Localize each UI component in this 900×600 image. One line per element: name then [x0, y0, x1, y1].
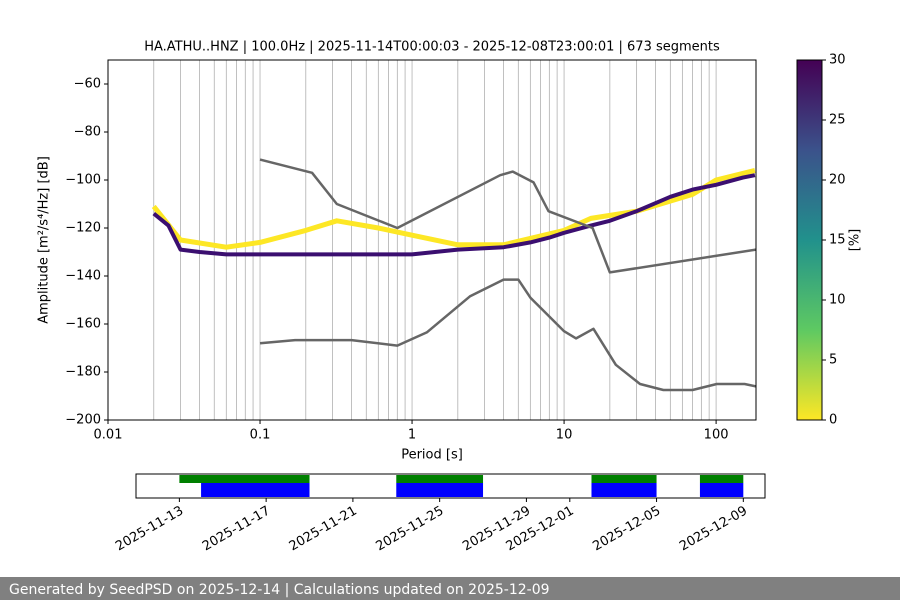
colorbar-tick-label: 0 [829, 413, 837, 428]
series-line [259, 278, 756, 392]
y-tick-label: −140 [65, 269, 101, 284]
availability-bar [396, 475, 484, 483]
x-tick-label: 2025-11-17 [200, 504, 273, 555]
colorbar-tick-label: 10 [829, 293, 846, 308]
x-tick-label: 1 [408, 428, 416, 443]
footer-bar [0, 577, 900, 600]
x-tick-label: 2025-11-21 [287, 504, 360, 555]
availability-bar [396, 483, 484, 497]
y-tick-label: −160 [65, 317, 101, 332]
availability-bar [591, 483, 657, 497]
footer: Generated by SeedPSD on 2025-12-14 | Cal… [9, 582, 550, 598]
availability-bar [201, 483, 310, 497]
colorbar [796, 59, 823, 421]
x-tick-label: 2025-11-25 [373, 504, 446, 555]
y-tick-label: −200 [65, 413, 101, 428]
colorbar-tick-label: 25 [829, 113, 846, 128]
availability-bar [591, 475, 657, 483]
x-tick-label: 2025-11-13 [113, 504, 186, 555]
plot-area [151, 158, 756, 392]
colorbar-label: [%] [848, 229, 863, 252]
colorbar-tick-label: 20 [829, 173, 846, 188]
y-axis-label: Amplitude [m²/s⁴/Hz] [dB] [37, 156, 52, 324]
series-line [151, 167, 756, 250]
availability-bar [699, 475, 744, 483]
x-tick-label: 10 [556, 428, 573, 443]
x-tick-label: 0.1 [250, 428, 271, 443]
y-tick-label: −100 [65, 173, 101, 188]
y-tick-label: −120 [65, 221, 101, 236]
x-tick-label: 2025-12-09 [677, 504, 750, 555]
colorbar-tick-label: 30 [829, 53, 846, 68]
x-tick-label: 0.01 [94, 428, 123, 443]
series-line [152, 173, 756, 257]
y-tick-label: −80 [74, 125, 101, 140]
availability-bar [179, 475, 310, 483]
availability-bar [699, 483, 744, 497]
chart-title: HA.ATHU..HNZ | 100.0Hz | 2025-11-14T00:0… [144, 40, 720, 55]
colorbar-tick-label: 5 [829, 353, 837, 368]
x-axis-label: Period [s] [401, 448, 463, 463]
series-line [259, 158, 756, 274]
plot-frame [107, 59, 757, 421]
x-tick-label: 100 [704, 428, 729, 443]
y-tick-label: −60 [74, 77, 101, 92]
y-tick-label: −180 [65, 365, 101, 380]
x-tick-label: 2025-12-05 [590, 504, 663, 555]
colorbar-tick-label: 15 [829, 233, 846, 248]
